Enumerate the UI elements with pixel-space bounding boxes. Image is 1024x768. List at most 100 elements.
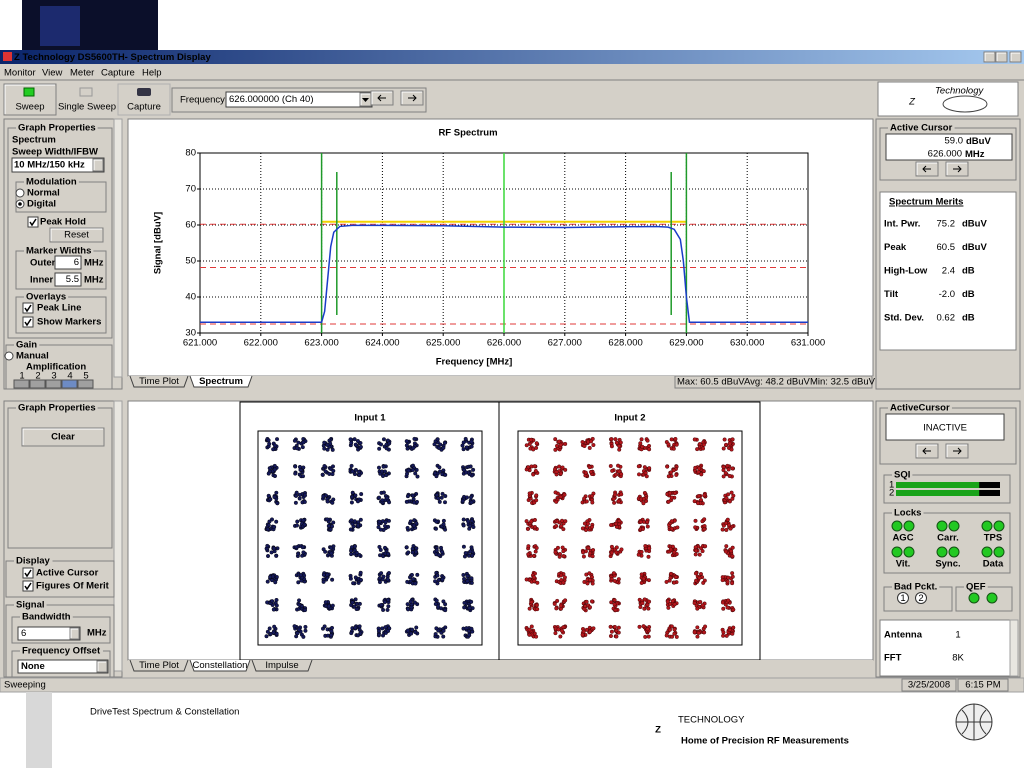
symbol [643,544,648,549]
group-title: Frequency Offset [22,646,101,657]
symbol [414,549,419,554]
cluster [405,597,420,612]
symbol [293,500,298,505]
symbol [303,624,308,629]
symbol [723,521,728,526]
symbol [645,602,650,607]
symbol [434,626,439,631]
symbol [467,633,472,638]
symbol [414,467,419,472]
symbol [266,493,271,498]
step-label: 2 [35,371,40,382]
symbol [266,438,271,443]
cluster [723,544,735,559]
symbol [616,625,621,630]
sweep-icon [23,87,35,97]
x-axis-label: Frequency [MHz] [436,357,513,368]
symbol [469,518,474,523]
symbol [724,633,729,638]
symbol [404,499,409,504]
cluster [349,544,363,558]
symbol [329,545,334,550]
symbol [356,469,361,474]
qef-led [968,592,980,604]
symbol [352,519,357,524]
symbol [527,632,532,637]
symbol [616,499,621,504]
symbol [462,600,467,605]
symbol [404,439,409,444]
cluster [461,464,476,478]
symbol [443,500,448,505]
cluster [526,490,539,506]
channel-label: 1 [900,593,905,604]
symbol [376,465,381,470]
checkbox-label: Figures Of Merit [36,581,110,592]
field-label: Amplification [26,362,86,373]
scrollbar [1009,619,1019,677]
symbol [646,634,651,639]
lock-led [981,520,993,532]
symbol [608,624,613,629]
symbol [673,436,678,441]
symbol [726,523,731,528]
symbol [349,631,354,636]
symbol [639,572,644,577]
symbol [378,553,383,558]
cluster [609,597,621,613]
cluster [322,600,335,611]
radio-dot [18,202,22,206]
dropdown-button [69,627,80,640]
symbol [320,472,325,477]
arrow-icon [953,165,962,173]
symbol [469,439,474,444]
cluster [461,544,476,559]
symbol [300,445,305,450]
group-box [883,474,1011,504]
symbol [350,600,355,605]
symbol [638,497,643,502]
input [54,272,82,287]
symbol [297,464,302,469]
symbol [670,599,675,604]
group-title: Locks [894,508,921,519]
symbol [647,599,652,604]
symbol [559,524,564,529]
lock-label: Vit. [896,559,911,570]
symbol [721,446,726,451]
symbol [408,599,413,604]
symbol [331,497,336,502]
symbol [614,634,619,639]
symbol [292,438,297,443]
symbol [348,437,353,442]
symbol [460,499,465,504]
symbol [693,545,698,550]
symbol [330,472,335,477]
symbol [529,437,534,442]
arrow-icon [922,447,931,455]
cluster [664,436,679,451]
cluster [637,597,652,611]
symbol [554,470,559,475]
symbol [609,437,614,442]
symbol [638,441,643,446]
combo-box [17,659,109,674]
symbol [667,491,672,496]
cursor-level: 59.0 [945,136,964,147]
symbol [384,473,389,478]
symbol [321,572,326,577]
unit: MHz [87,628,107,639]
cluster [693,517,707,532]
symbol [274,603,279,608]
symbol [296,580,301,585]
cluster [295,598,308,613]
symbol [352,544,357,549]
dropdown-arrow [362,98,369,102]
lock-label: Data [983,559,1004,570]
symbol [533,468,538,473]
symbol [355,499,360,504]
symbol [386,597,391,602]
check-mark [24,304,32,313]
symbol [725,605,730,610]
symbol [406,550,411,555]
